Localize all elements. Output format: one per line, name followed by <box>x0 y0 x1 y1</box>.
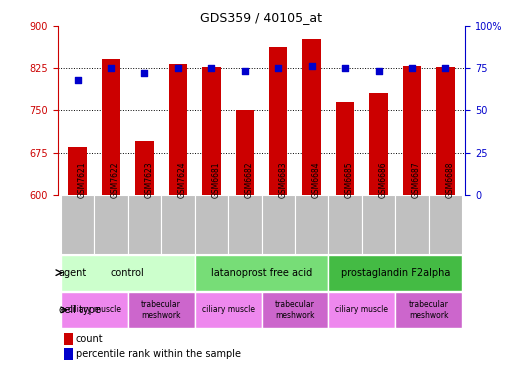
Text: control: control <box>111 268 145 278</box>
Bar <box>328 292 395 328</box>
Text: GSM6684: GSM6684 <box>312 161 321 198</box>
Bar <box>328 255 462 291</box>
Bar <box>262 195 295 254</box>
Bar <box>395 292 462 328</box>
Bar <box>195 195 228 254</box>
Text: GSM7623: GSM7623 <box>144 161 153 198</box>
Bar <box>395 195 429 254</box>
Bar <box>362 195 395 254</box>
Bar <box>436 67 454 195</box>
Bar <box>61 195 94 254</box>
Title: GDS359 / 40105_at: GDS359 / 40105_at <box>200 11 323 25</box>
Bar <box>336 102 354 195</box>
Point <box>174 65 182 71</box>
Point <box>274 65 282 71</box>
Text: trabecular
meshwork: trabecular meshwork <box>409 300 449 320</box>
Text: GSM7622: GSM7622 <box>111 161 120 198</box>
Text: ciliary muscle: ciliary muscle <box>201 305 255 314</box>
Text: ciliary muscle: ciliary muscle <box>335 305 388 314</box>
Text: prostaglandin F2alpha: prostaglandin F2alpha <box>340 268 450 278</box>
Text: percentile rank within the sample: percentile rank within the sample <box>76 349 241 359</box>
Bar <box>302 39 321 195</box>
Text: GSM6681: GSM6681 <box>211 161 220 198</box>
Point <box>341 65 349 71</box>
Bar <box>195 292 262 328</box>
Text: GSM6686: GSM6686 <box>379 161 388 198</box>
Bar <box>202 67 221 195</box>
Bar <box>235 110 254 195</box>
Bar <box>135 141 154 195</box>
Text: GSM6683: GSM6683 <box>278 161 287 198</box>
Bar <box>269 47 288 195</box>
Bar <box>69 147 87 195</box>
Text: trabecular
meshwork: trabecular meshwork <box>141 300 181 320</box>
Bar <box>64 348 73 360</box>
Text: GSM6682: GSM6682 <box>245 161 254 198</box>
Bar <box>403 66 421 195</box>
Point <box>441 65 450 71</box>
Bar <box>429 195 462 254</box>
Text: GSM6685: GSM6685 <box>345 161 354 198</box>
Bar <box>369 93 388 195</box>
Point <box>207 65 215 71</box>
Text: latanoprost free acid: latanoprost free acid <box>211 268 312 278</box>
Point <box>308 63 316 69</box>
Point <box>408 65 416 71</box>
Text: trabecular
meshwork: trabecular meshwork <box>275 300 315 320</box>
Text: GSM7624: GSM7624 <box>178 161 187 198</box>
Text: GSM6688: GSM6688 <box>446 161 454 198</box>
Bar <box>328 195 362 254</box>
Bar <box>128 292 195 328</box>
Bar <box>295 195 328 254</box>
Bar <box>228 195 262 254</box>
Text: GSM7621: GSM7621 <box>77 161 87 198</box>
Point <box>140 70 149 76</box>
Text: agent: agent <box>59 268 87 278</box>
Text: ciliary muscle: ciliary muscle <box>68 305 121 314</box>
Point <box>107 65 115 71</box>
Point <box>73 77 82 83</box>
Point <box>374 68 383 74</box>
Bar <box>102 59 120 195</box>
Bar <box>195 255 328 291</box>
Bar <box>64 333 73 345</box>
Bar <box>61 292 128 328</box>
Bar <box>94 195 128 254</box>
Bar <box>128 195 161 254</box>
Bar <box>262 292 328 328</box>
Bar <box>169 64 187 195</box>
Point <box>241 68 249 74</box>
Text: cell type: cell type <box>59 305 100 315</box>
Bar <box>161 195 195 254</box>
Text: count: count <box>76 334 104 344</box>
Text: GSM6687: GSM6687 <box>412 161 421 198</box>
Bar <box>61 255 195 291</box>
